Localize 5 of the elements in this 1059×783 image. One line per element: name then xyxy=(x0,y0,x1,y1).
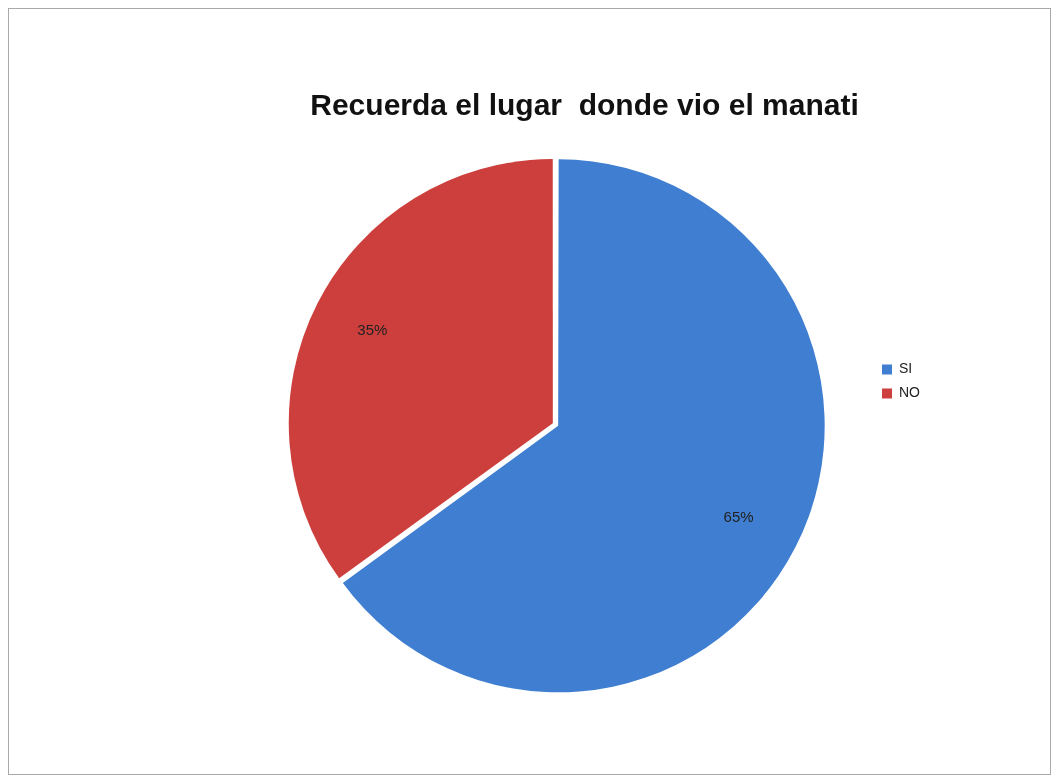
legend-label: NO xyxy=(899,384,921,401)
data-label: 65% xyxy=(723,507,754,525)
data-label: 35% xyxy=(357,321,388,339)
chart-title: Recuerda el lugar donde vio el manati xyxy=(310,88,859,122)
legend-label: SI xyxy=(899,360,913,377)
